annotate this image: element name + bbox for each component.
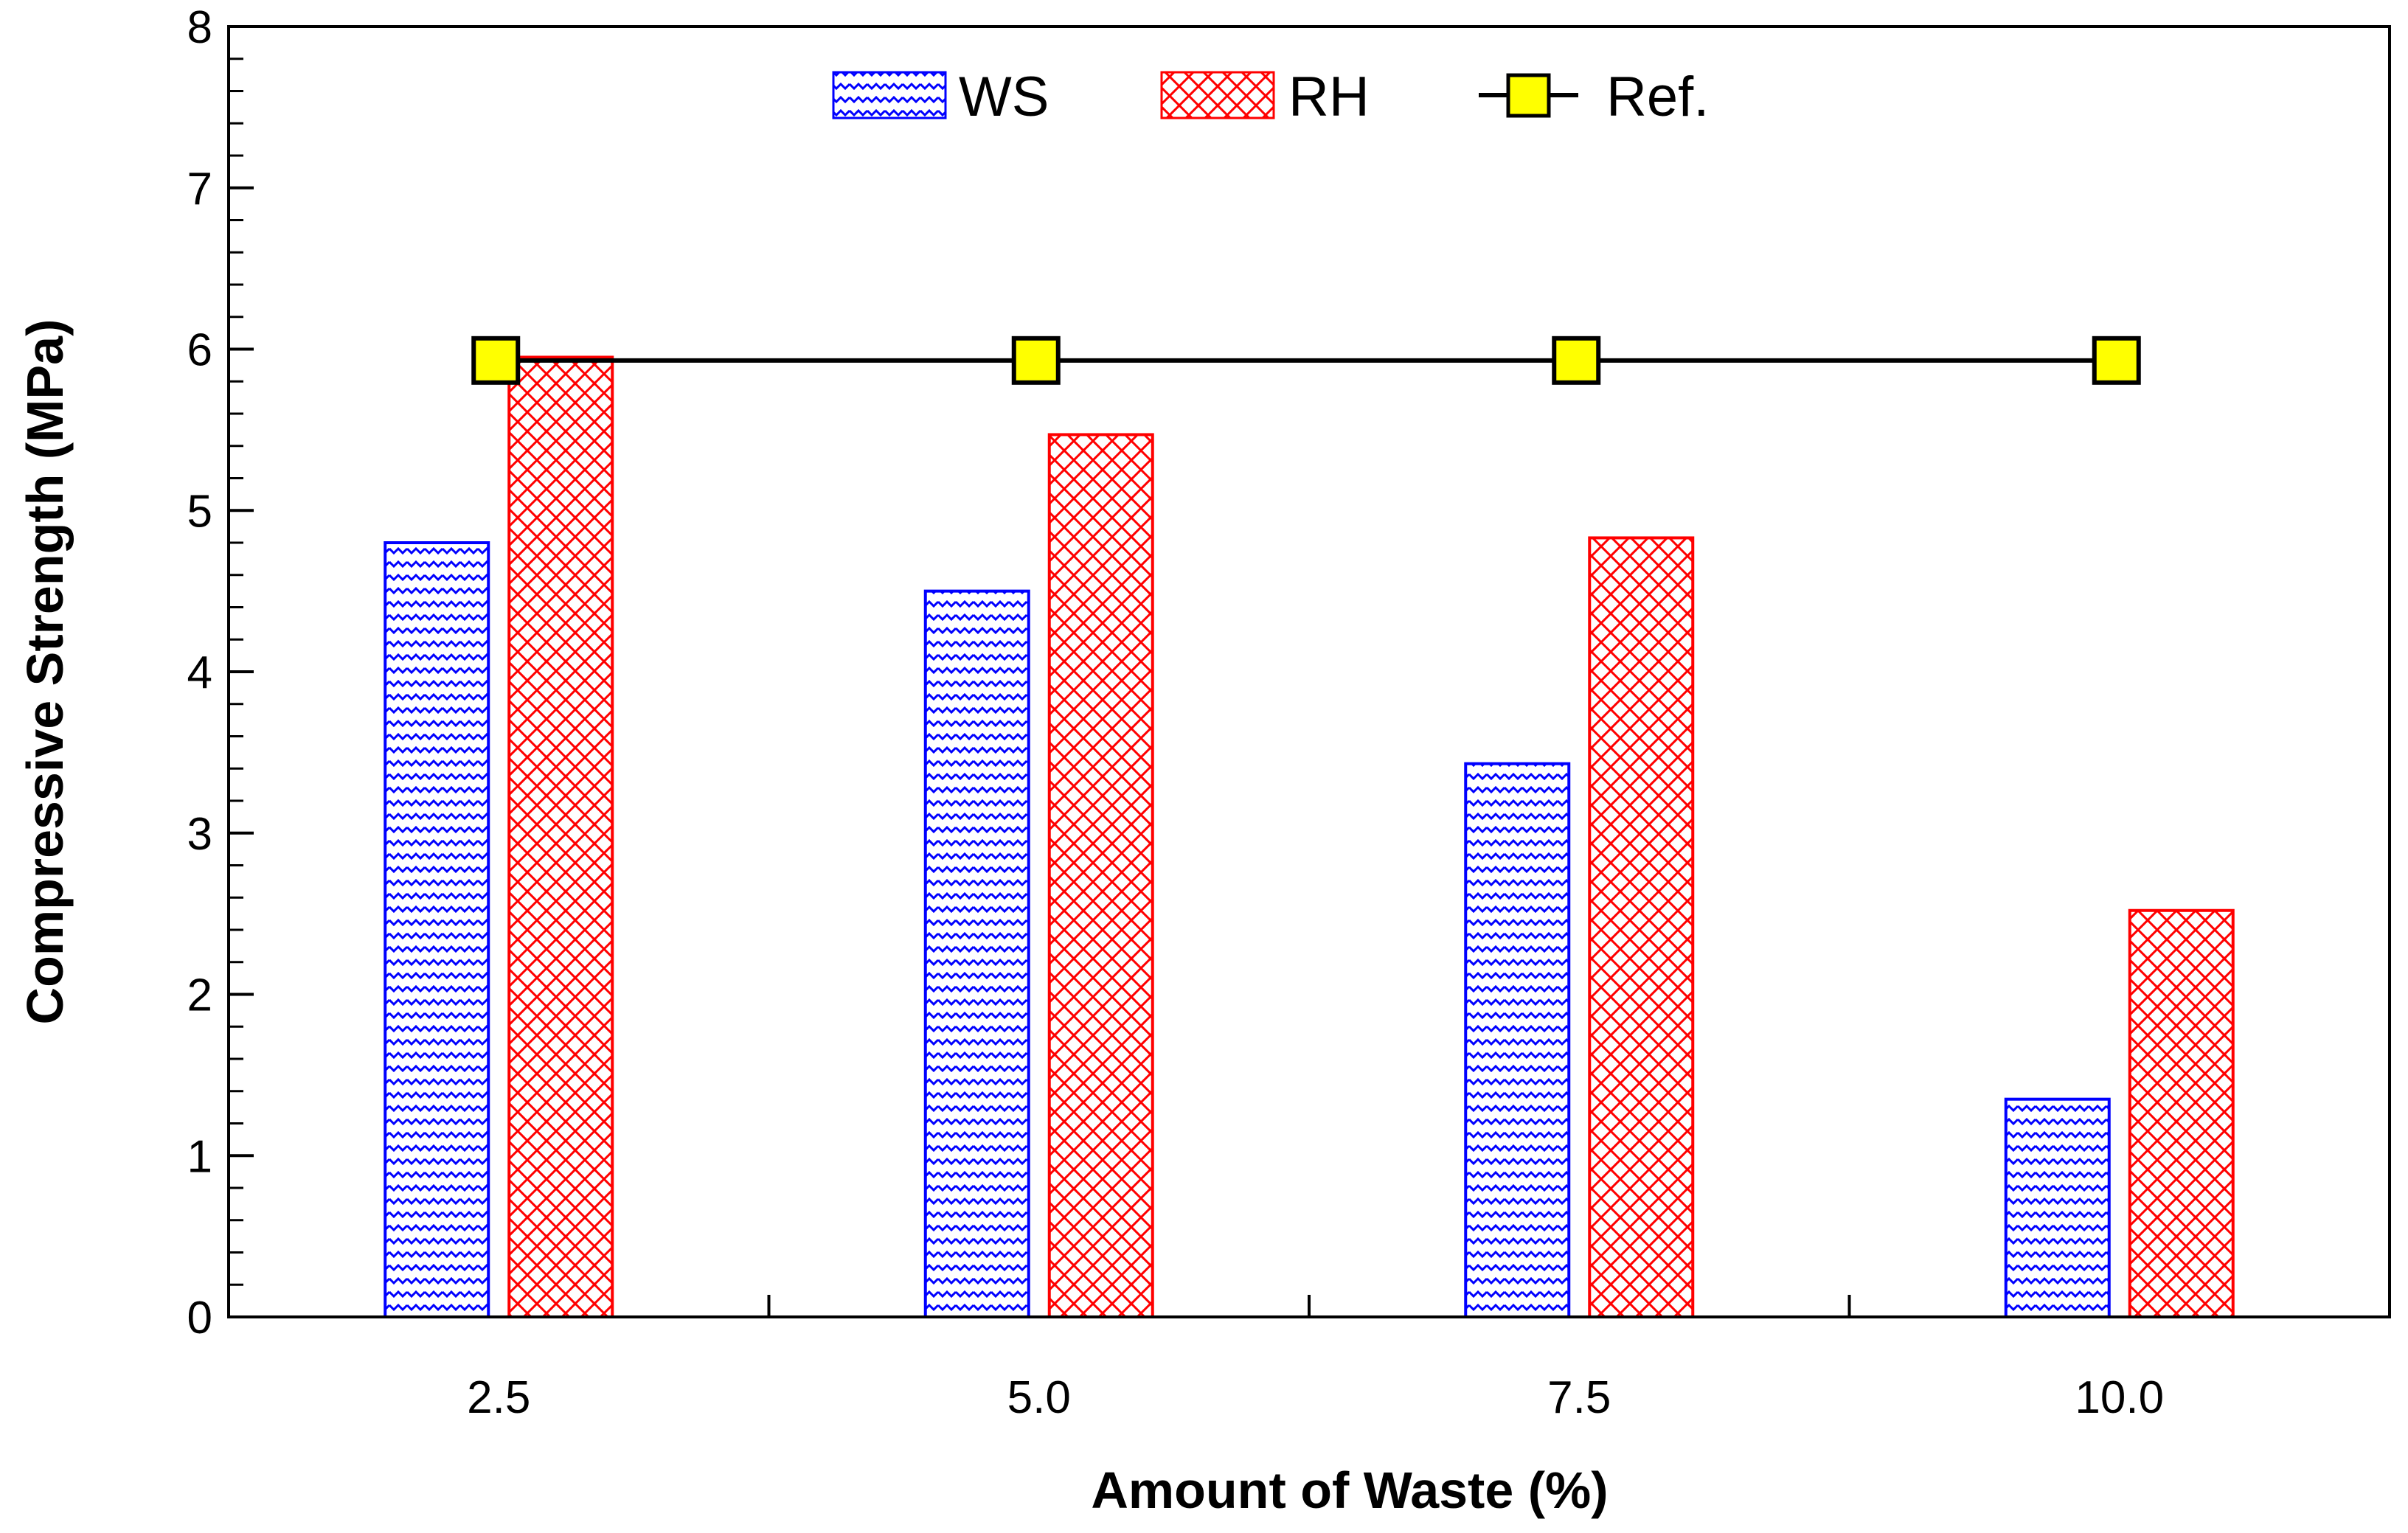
- bar-rh-7.5: [1588, 536, 1695, 1318]
- y-tick-label: 3: [187, 809, 212, 860]
- x-tick-label: 5.0: [1007, 1372, 1071, 1423]
- bar-ws-5.0: [923, 589, 1030, 1318]
- legend-rh-swatch: [1160, 71, 1275, 119]
- legend-ws-label: WS: [959, 66, 1049, 128]
- legend: WS RH Ref.: [832, 66, 1709, 128]
- x-tick-label: 10.0: [2075, 1372, 2164, 1423]
- legend-ref-label: Ref.: [1606, 66, 1709, 128]
- ref-marker-2.5: [471, 336, 521, 385]
- y-tick-label: 6: [187, 325, 212, 376]
- ref-marker-10.0: [2092, 336, 2141, 385]
- x-axis-title: Amount of Waste (%): [1091, 1461, 1608, 1519]
- bar-ws-10.0: [2004, 1097, 2111, 1318]
- bars-group: [384, 355, 2235, 1318]
- ref-marker-7.5: [1552, 336, 1601, 385]
- plot-frame: [227, 25, 2391, 1318]
- legend-ref-marker: [1506, 73, 1551, 118]
- y-tick-label: 1: [187, 1131, 212, 1182]
- legend-ws-swatch: [832, 71, 947, 119]
- x-tick-label: 7.5: [1547, 1372, 1611, 1423]
- x-axis-ticks: 2.5 5.0 7.5 10.0: [467, 1295, 2164, 1423]
- ref-marker-5.0: [1011, 336, 1061, 385]
- bar-ws-7.5: [1464, 762, 1571, 1318]
- y-tick-label: 5: [187, 486, 212, 537]
- y-axis-ticks: 0 1 2 3 4 5 6 7 8: [187, 2, 254, 1343]
- y-tick-label: 4: [187, 647, 212, 698]
- bar-ws-2.5: [384, 541, 490, 1318]
- y-tick-label: 0: [187, 1293, 212, 1343]
- ref-series: [471, 336, 2141, 385]
- y-tick-label: 8: [187, 2, 212, 53]
- y-tick-label: 2: [187, 970, 212, 1021]
- legend-rh-label: RH: [1288, 66, 1370, 128]
- x-tick-label: 2.5: [467, 1372, 530, 1423]
- bar-rh-10.0: [2128, 908, 2235, 1318]
- y-tick-label: 7: [187, 164, 212, 215]
- bar-rh-2.5: [507, 355, 614, 1318]
- y-axis-title: Compressive Strength (MPa): [16, 319, 74, 1025]
- bar-rh-5.0: [1047, 433, 1154, 1318]
